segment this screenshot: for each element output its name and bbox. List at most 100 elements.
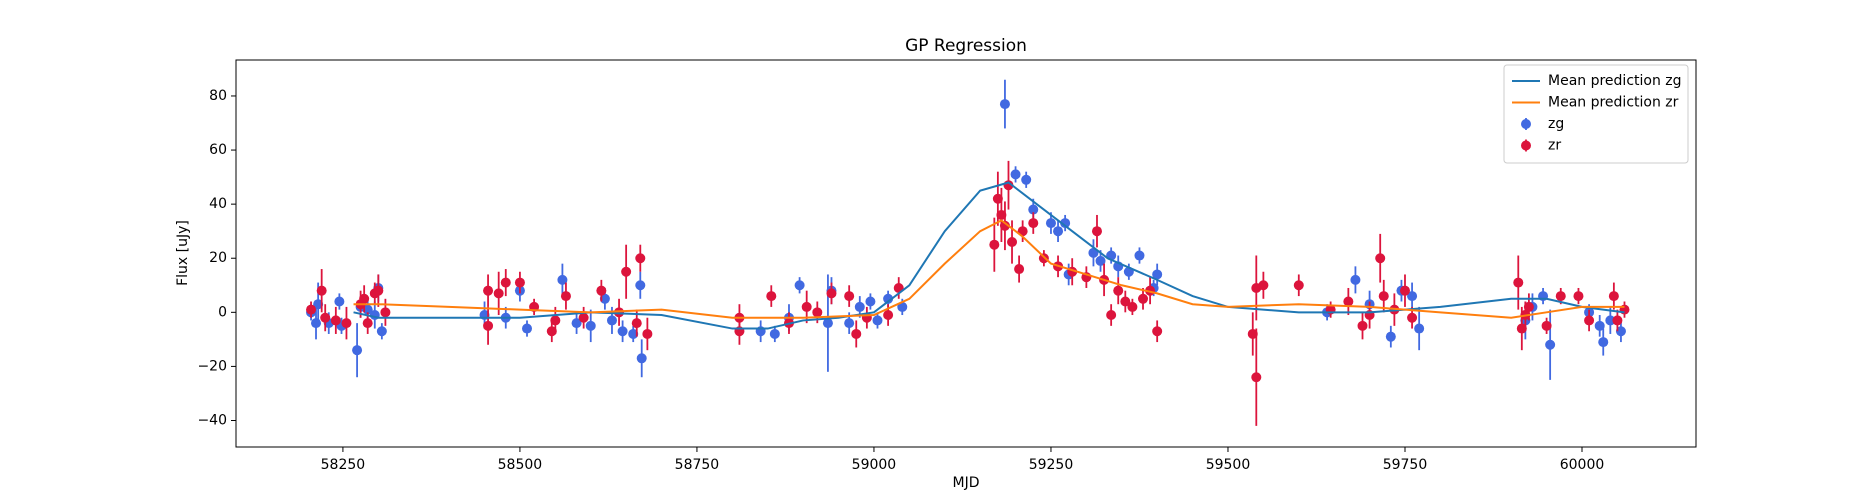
point [1007, 237, 1018, 248]
point [596, 285, 607, 296]
point [865, 296, 876, 307]
point [550, 315, 561, 326]
point [1138, 293, 1149, 304]
legend-label: Mean prediction zg [1548, 73, 1682, 89]
point [483, 320, 494, 331]
mean-line [353, 181, 1625, 330]
point [1021, 174, 1032, 185]
point [883, 310, 894, 321]
point [1113, 285, 1124, 296]
point [362, 304, 373, 315]
point [851, 328, 862, 339]
point [614, 307, 625, 318]
point [578, 312, 589, 323]
point [1573, 291, 1584, 302]
point [1120, 296, 1131, 307]
point [996, 209, 1007, 220]
point [1414, 323, 1425, 334]
y-tick-label: 80 [209, 88, 227, 104]
point [341, 318, 352, 329]
mean-line [353, 219, 1625, 319]
point [621, 266, 632, 277]
point [1247, 328, 1258, 339]
point [557, 274, 568, 285]
y-tick-label: 60 [209, 142, 227, 158]
point [599, 293, 610, 304]
point [883, 293, 894, 304]
plot-area [306, 79, 1630, 426]
point [560, 291, 571, 302]
point [844, 318, 855, 329]
legend-label: zr [1548, 138, 1561, 154]
point [1028, 204, 1039, 215]
point [1091, 226, 1102, 237]
point [1541, 320, 1552, 331]
point [571, 318, 582, 329]
x-tick-label: 58750 [675, 457, 720, 473]
point [617, 326, 628, 337]
x-tick-label: 60000 [1560, 457, 1605, 473]
point [812, 307, 823, 318]
point [1513, 277, 1524, 288]
legend-swatch [1521, 140, 1531, 151]
point [1523, 301, 1534, 312]
point [1545, 339, 1556, 350]
x-tick-label: 59250 [1029, 457, 1074, 473]
point [373, 285, 384, 296]
point [311, 318, 322, 329]
point [631, 318, 642, 329]
point [992, 193, 1003, 204]
point [822, 318, 833, 329]
point [1612, 315, 1623, 326]
point [1106, 310, 1117, 321]
point [1053, 226, 1064, 237]
point [1293, 280, 1304, 291]
point [872, 315, 883, 326]
point [334, 296, 345, 307]
point [636, 353, 647, 364]
x-tick-label: 58250 [321, 457, 366, 473]
y-tick-label: 0 [218, 304, 227, 320]
point [766, 291, 777, 302]
x-tick-label: 58500 [498, 457, 543, 473]
point [376, 326, 387, 337]
point [380, 307, 391, 318]
point [1028, 218, 1039, 229]
point [1555, 291, 1566, 302]
point [522, 323, 533, 334]
legend-label: zg [1548, 116, 1564, 132]
point [1134, 250, 1145, 261]
point [1343, 296, 1354, 307]
point [1014, 264, 1025, 275]
point [1594, 320, 1605, 331]
point [606, 315, 617, 326]
point [897, 301, 908, 312]
y-tick-label: 40 [209, 196, 227, 212]
point [1399, 285, 1410, 296]
point [1598, 337, 1609, 348]
point [493, 288, 504, 299]
point [330, 315, 341, 326]
chart-title: GP Regression [905, 36, 1027, 56]
point [635, 253, 646, 264]
point [1608, 291, 1619, 302]
point [1060, 218, 1071, 229]
y-tick-label: −20 [197, 358, 227, 374]
point [635, 280, 646, 291]
point [483, 285, 494, 296]
point [1407, 291, 1418, 302]
point [1357, 320, 1368, 331]
point [826, 288, 837, 299]
point [1095, 255, 1106, 266]
legend-label: Mean prediction zr [1548, 95, 1679, 111]
point [546, 326, 557, 337]
y-axis-label: Flux [uJy] [175, 220, 191, 286]
point [769, 328, 780, 339]
point [1010, 169, 1021, 180]
x-tick-label: 59000 [852, 457, 897, 473]
point [1375, 253, 1386, 264]
point [1385, 331, 1396, 342]
point [1127, 301, 1138, 312]
